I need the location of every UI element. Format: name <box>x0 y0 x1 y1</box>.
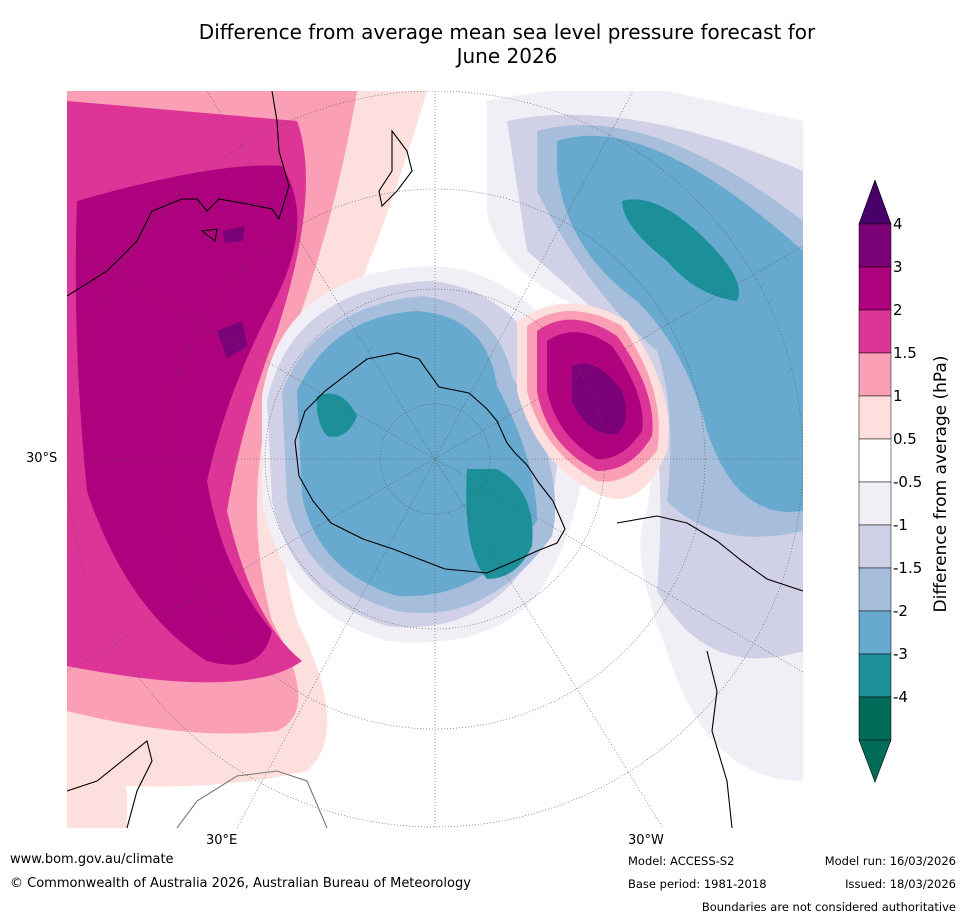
title-line-1: Difference from average mean sea level p… <box>198 20 816 44</box>
footer-disclaimer: Boundaries are not considered authoritat… <box>701 900 956 914</box>
longitude-label-30e: 30°E <box>206 833 238 848</box>
positive-anomaly-band-west <box>67 91 427 787</box>
colorbar-band <box>858 653 892 698</box>
africa-coast <box>67 740 153 828</box>
colorbar-tick-label: 2 <box>893 301 903 319</box>
colorbar-tick-label: -1 <box>893 516 908 534</box>
footer-url[interactable]: www.bom.gov.au/climate <box>10 852 174 867</box>
colorbar-tick-label: 3 <box>893 258 903 276</box>
map-svg <box>67 91 803 828</box>
colorbar-tick-label: 1.5 <box>893 344 917 362</box>
graticule <box>67 91 803 828</box>
footer-base-period: Base period: 1981-2018 <box>628 877 767 891</box>
footer-copyright: © Commonwealth of Australia 2026, Austra… <box>10 876 471 891</box>
madagascar-coast <box>176 770 328 828</box>
colorbar-tick-label: -1.5 <box>893 559 923 577</box>
south-america-coast-east <box>706 650 733 828</box>
colorbar-tick-label: 4 <box>893 215 903 233</box>
colorbar-band <box>858 481 892 526</box>
colorbar-tick-label: -0.5 <box>893 473 923 491</box>
colorbar-band <box>858 524 892 569</box>
colorbar-title: Difference from average (hPa) <box>931 355 951 613</box>
new-zealand-coast <box>378 129 413 208</box>
colorbar-band <box>858 696 892 741</box>
colorbar-band <box>858 223 892 268</box>
colorbar-svg <box>858 179 892 783</box>
colorbar-band <box>858 352 892 397</box>
colorbar-tick-label: -4 <box>893 688 908 706</box>
colorbar-under-arrow <box>858 739 892 783</box>
colorbar-band <box>858 395 892 440</box>
positive-anomaly-corner <box>67 731 127 828</box>
colorbar-band <box>858 610 892 655</box>
colorbar <box>855 179 895 785</box>
colorbar-tick-label: 0.5 <box>893 430 917 448</box>
colorbar-tick-label: 1 <box>893 387 903 405</box>
coastlines <box>67 91 803 828</box>
colorbar-band <box>858 309 892 354</box>
pressure-anomaly-map <box>67 91 803 828</box>
negative-anomaly-antarctica <box>262 266 588 643</box>
south-america-coast <box>616 515 803 592</box>
colorbar-band <box>858 438 892 483</box>
footer-model-run: Model run: 16/03/2026 <box>824 854 956 868</box>
colorbar-band <box>858 266 892 311</box>
latitude-label-30s: 30°S <box>26 451 58 466</box>
footer-issued: Issued: 18/03/2026 <box>845 877 956 891</box>
colorbar-tick-label: -2 <box>893 602 908 620</box>
antarctica-coast <box>294 352 566 574</box>
chart-title: Difference from average mean sea level p… <box>0 20 965 68</box>
colorbar-bands <box>858 223 892 741</box>
positive-anomaly-centre-east <box>517 303 669 499</box>
longitude-label-30w: 30°W <box>628 833 664 848</box>
colorbar-over-arrow <box>858 179 892 225</box>
colorbar-tick-label: -3 <box>893 645 908 663</box>
title-line-2: June 2026 <box>456 44 558 68</box>
footer-model: Model: ACCESS-S2 <box>628 854 735 868</box>
tasmania-coast <box>200 228 218 242</box>
colorbar-band <box>858 567 892 612</box>
australia-coast <box>67 91 290 297</box>
